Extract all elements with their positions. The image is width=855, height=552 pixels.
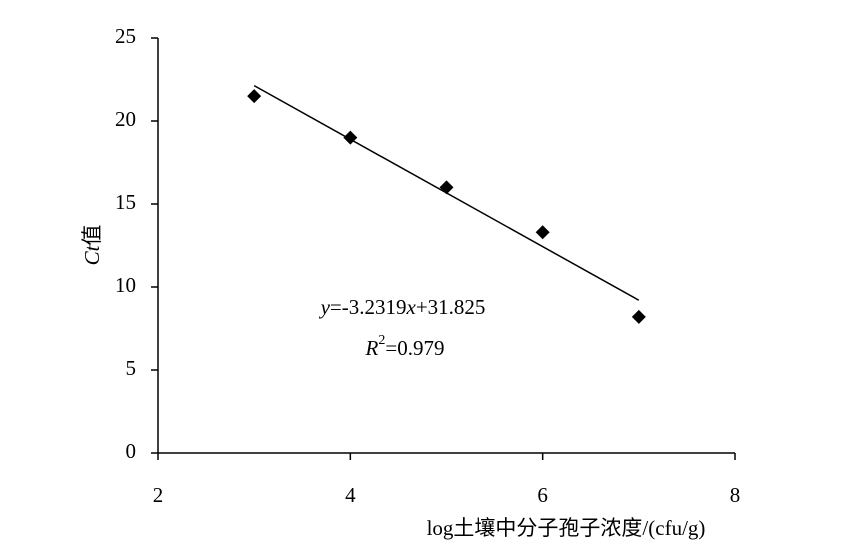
x-tick-label: 2: [153, 483, 164, 507]
equation-part: x: [406, 295, 417, 319]
trend-r2: R2=0.979: [365, 333, 445, 360]
y-tick-label: 0: [126, 439, 137, 463]
point: [343, 130, 358, 145]
r2-part: R: [365, 336, 379, 360]
y-tick-label: 15: [115, 190, 136, 214]
y-axis-label-part: Ct: [80, 244, 104, 265]
x-tick-label: 4: [345, 483, 356, 507]
r2-part: =0.979: [385, 336, 444, 360]
equation-part: =-3.2319: [330, 295, 407, 319]
point: [439, 180, 454, 195]
y-axis-label-part: 值: [80, 225, 104, 246]
y-tick-label: 25: [115, 24, 136, 48]
r2-part: 2: [378, 333, 385, 348]
y-tick-label: 20: [115, 107, 136, 131]
y-tick-label: 5: [126, 356, 137, 380]
equation-part: +31.825: [416, 295, 486, 319]
point: [631, 309, 646, 324]
x-tick-label: 8: [730, 483, 741, 507]
x-axis-label: log土壤中分子孢子浓度/(cfu/g): [427, 516, 706, 540]
point: [247, 89, 262, 104]
x-tick-label: 6: [537, 483, 548, 507]
trend-equation: y=-3.2319x+31.825: [319, 295, 486, 319]
y-tick-label: 10: [115, 273, 136, 297]
y-axis-label: Ct值: [80, 225, 104, 266]
equation-part: y: [319, 295, 331, 319]
point: [535, 225, 550, 240]
